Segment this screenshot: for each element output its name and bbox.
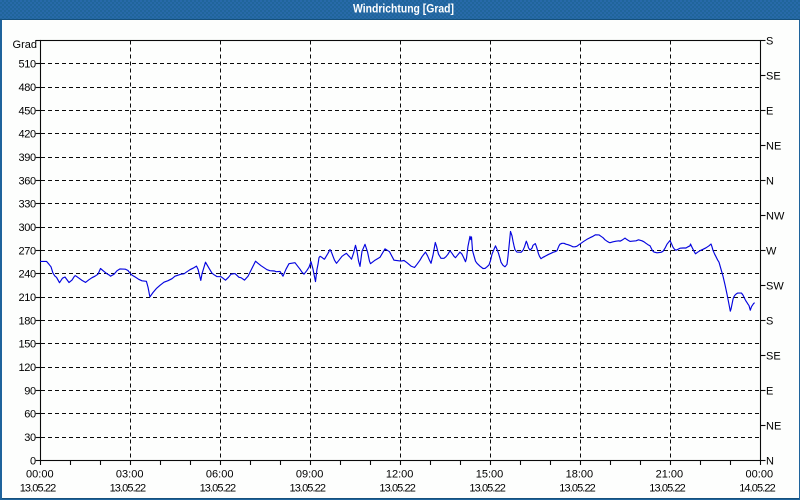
svg-text:03:00: 03:00 <box>116 469 144 481</box>
svg-text:90: 90 <box>24 385 36 397</box>
svg-text:13.05.22: 13.05.22 <box>200 483 236 495</box>
svg-text:240: 240 <box>19 269 36 281</box>
svg-text:00:00: 00:00 <box>26 469 54 481</box>
svg-text:15:00: 15:00 <box>476 469 504 481</box>
svg-text:SW: SW <box>766 280 784 292</box>
svg-text:150: 150 <box>19 339 36 351</box>
svg-text:480: 480 <box>19 82 36 94</box>
svg-text:13.05.22: 13.05.22 <box>559 483 595 495</box>
svg-text:S: S <box>766 315 773 327</box>
svg-text:300: 300 <box>19 222 36 234</box>
svg-text:21:00: 21:00 <box>656 469 684 481</box>
svg-text:W: W <box>766 245 777 257</box>
svg-text:SE: SE <box>766 70 781 82</box>
svg-text:E: E <box>766 385 773 397</box>
svg-text:13.05.22: 13.05.22 <box>110 483 146 495</box>
svg-text:12:00: 12:00 <box>386 469 414 481</box>
svg-text:13.05.22: 13.05.22 <box>20 483 56 495</box>
svg-text:60: 60 <box>24 409 36 421</box>
svg-text:E: E <box>766 105 773 117</box>
svg-text:13.05.22: 13.05.22 <box>379 483 415 495</box>
svg-text:30: 30 <box>24 432 36 444</box>
svg-text:420: 420 <box>19 129 36 141</box>
svg-text:N: N <box>766 175 774 187</box>
svg-text:360: 360 <box>19 175 36 187</box>
svg-text:SE: SE <box>766 350 781 362</box>
svg-text:18:00: 18:00 <box>566 469 594 481</box>
svg-text:NE: NE <box>766 420 781 432</box>
svg-text:N: N <box>766 455 774 467</box>
svg-text:00:00: 00:00 <box>746 469 774 481</box>
svg-text:180: 180 <box>19 315 36 327</box>
svg-text:06:00: 06:00 <box>206 469 234 481</box>
svg-text:270: 270 <box>19 245 36 257</box>
svg-text:120: 120 <box>19 362 36 374</box>
svg-text:14.05.22: 14.05.22 <box>739 483 775 495</box>
svg-text:13.05.22: 13.05.22 <box>649 483 685 495</box>
svg-text:Windrichtung [Grad]: Windrichtung [Grad] <box>353 2 454 16</box>
svg-text:510: 510 <box>19 59 36 71</box>
svg-text:NW: NW <box>766 210 785 222</box>
svg-text:330: 330 <box>19 199 36 211</box>
svg-text:210: 210 <box>19 292 36 304</box>
svg-text:0: 0 <box>30 455 36 467</box>
svg-text:13.05.22: 13.05.22 <box>289 483 325 495</box>
svg-text:13.05.22: 13.05.22 <box>469 483 505 495</box>
svg-text:450: 450 <box>19 105 36 117</box>
svg-text:Grad: Grad <box>13 39 37 51</box>
svg-text:S: S <box>766 35 773 47</box>
svg-text:09:00: 09:00 <box>296 469 324 481</box>
svg-text:NE: NE <box>766 140 781 152</box>
svg-text:390: 390 <box>19 152 36 164</box>
